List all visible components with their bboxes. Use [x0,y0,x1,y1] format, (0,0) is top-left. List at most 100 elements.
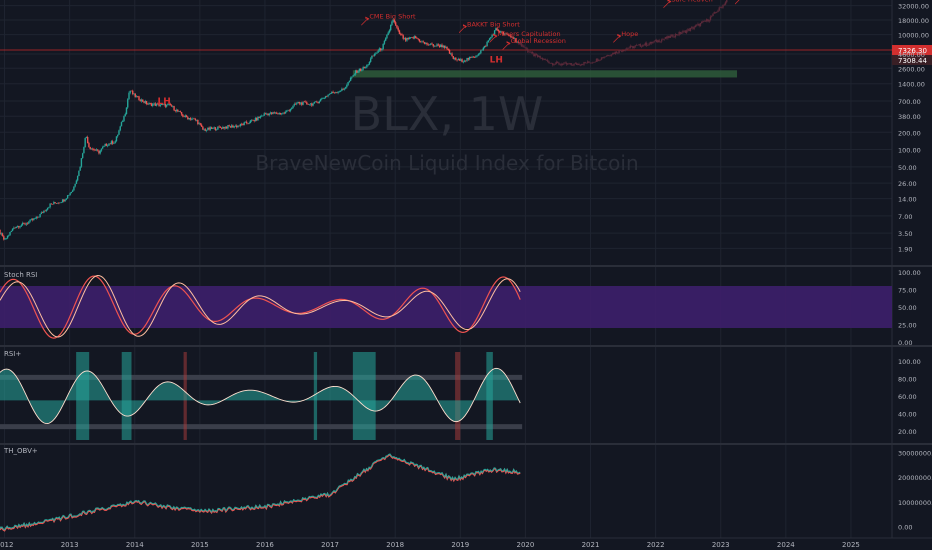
candle-down [130,90,133,92]
candle-up [433,45,436,47]
candle-up [344,87,347,89]
candle-up [505,33,507,35]
candle-down [86,137,89,143]
candle-down [517,41,520,43]
rsi-tick-label: 60.00 [898,393,917,401]
projection-candle-up [673,37,675,38]
candle-up [123,116,125,122]
candle-down [317,102,319,103]
candle-down [407,38,409,40]
candle-up [61,199,64,203]
projection-candle-down [548,61,550,64]
candle-up [487,40,490,42]
candle-down [197,119,199,125]
candle-down [497,30,500,32]
candle-down [225,126,228,129]
projection-candle-up [659,41,662,43]
candle-up [43,210,45,213]
candle-up [29,219,31,222]
candle-down [446,46,448,49]
candle-down [508,35,511,37]
projection-candle-up [719,7,722,8]
candle-down [397,27,399,31]
candle-down [332,91,334,93]
projection-candle-down [568,63,570,65]
projection-candle-up [553,64,555,66]
candle-down [44,210,46,212]
candle-up [115,136,118,142]
candle-up [122,121,124,123]
candle-down [228,125,230,127]
candle-up [341,88,343,91]
candle-down [157,103,159,105]
projection-candle-up [677,34,679,36]
candle-down [3,236,5,240]
candle-up [75,180,78,184]
candle-down [396,25,398,28]
projection-candle-up [600,57,603,60]
projection-candle-down [668,35,670,38]
candle-up [369,58,372,62]
projection-candle-up [629,45,632,48]
projection-candle-up [598,60,600,62]
candle-up [38,216,40,218]
projection-candle-down [525,48,528,49]
candle-up [338,91,341,93]
annotation-label: BAKKT Big Short [467,20,520,28]
rsi-line [0,367,521,425]
projection-candle-up [647,45,649,46]
candle-down [218,126,220,128]
candle-up [59,202,61,204]
stoch-tick-label: 75.00 [898,287,917,295]
projection-candle-up [562,63,564,65]
candle-down [455,57,457,60]
candle-down [311,103,313,106]
candle-up [127,99,129,108]
candle-down [394,22,397,26]
obv-line-red [0,453,521,532]
projection-candle-down [582,64,584,65]
candle-down [264,113,267,114]
projection-candle-up [583,62,585,65]
price-tick-label: 3.50 [898,230,912,238]
projection-candle-down [620,50,623,52]
annotations: CME Big Short BAKKT Big Short Miners Capit… [158,0,740,107]
projection-candle-up [660,39,663,42]
price-tick-label: 1.90 [898,245,912,253]
candle-up [282,112,284,114]
projection-candle-down [608,54,610,56]
candle-down [55,203,58,204]
projection-candle-up [694,25,697,28]
projection-candle-up [628,47,630,49]
candle-down [276,112,278,114]
candle-down [467,58,470,60]
rsi-highlight-bar [121,352,132,440]
candle-up [100,148,103,151]
projection-candle-up [704,21,707,22]
projection-candle-down [650,41,653,44]
projection-candle-up [567,63,569,65]
candle-down [202,126,204,130]
candle-up [188,118,190,120]
projection-candle-down [589,62,591,64]
candle-down [258,116,260,118]
candle-up [269,112,272,114]
candle-up [30,219,33,220]
projection-candle-down [588,61,590,63]
annotation-label: CME Big Short [369,13,416,21]
projection-candle-up [612,52,614,55]
projection-candle-down [602,57,604,59]
candle-down [326,96,328,97]
candle-up [244,121,247,123]
projection-candle-down [578,63,580,66]
current-price-tag [892,45,932,55]
candle-up [81,153,84,159]
candle-up [347,82,349,85]
candle-down [63,199,65,202]
candle-down [14,227,16,229]
arrow-icon [489,33,498,43]
projection-candle-down [684,30,687,33]
year-tick-label: 2012 [0,541,13,549]
candle-down [150,103,153,107]
year-tick-label: 2017 [321,541,339,549]
